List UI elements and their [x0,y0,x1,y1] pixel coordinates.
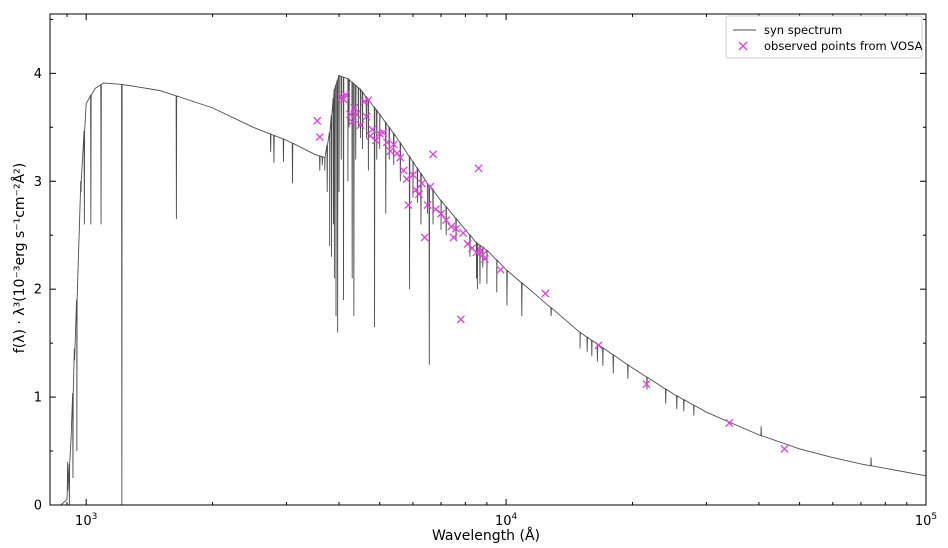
observed-point [382,138,391,147]
y-tick-label: 0 [34,499,42,514]
observed-point [436,209,446,218]
observed-point [480,254,489,264]
observed-point [496,265,505,274]
observed-point [451,224,461,233]
observed-point [431,205,440,214]
plot-frame [49,13,927,506]
observed-point [642,380,651,389]
observed-point [356,121,365,130]
y-tick-label: 3 [34,175,42,190]
legend-label-observed: observed points from VOSA [764,39,923,53]
legend-label-spectrum: syn spectrum [764,23,842,37]
observed-point [420,233,429,242]
y-tick-label: 2 [34,283,42,298]
observed-point [725,418,734,428]
observed-point [364,96,373,105]
observed-point [594,341,603,350]
spectrum-layer [60,74,927,506]
observed-point [414,190,423,199]
observed-point [478,250,487,259]
observed-point [366,131,375,141]
observed-point [399,166,408,175]
observed-point [345,110,355,119]
observed-point [348,117,357,126]
observed-point [456,315,465,324]
observed-point [447,222,456,231]
observed-point [313,116,322,125]
observed-point [379,128,388,137]
observed-point [393,149,402,158]
observed-point [315,132,324,142]
observed-point [371,136,381,145]
observed-point [402,175,411,184]
legend: syn spectrum observed points from VOSA [725,15,923,59]
axes-layer [49,13,927,506]
observed-point [449,233,458,242]
observed-point [426,182,435,191]
observed-point [404,200,413,210]
observed-point [429,150,438,159]
observed-point [339,95,348,104]
observed-point [541,289,550,298]
observed-point [411,185,421,194]
observed-point [780,444,789,453]
observed-point [476,246,485,255]
observed-point [423,200,432,210]
observed-points-layer [313,90,789,453]
observed-point [396,153,405,162]
y-tick-label: 1 [34,391,42,406]
observed-point [442,216,451,225]
observed-point [417,179,426,188]
observed-point [386,146,395,156]
observed-point [368,125,377,134]
observed-point [389,140,398,149]
x-axis-title: Wavelength (Å) [432,527,540,544]
observed-point [472,248,481,257]
observed-point [362,112,371,121]
observed-point [474,164,483,173]
observed-point [350,103,359,112]
legend-box [725,15,923,59]
observed-point [352,110,361,119]
observed-point [341,90,350,99]
legend-marker-swatch [738,41,748,51]
spectrum-line [60,74,927,506]
y-axis-title: f(λ) · λ³(10⁻³erg s⁻¹cm⁻²Å²) [11,163,28,353]
y-tick-label: 4 [34,67,42,82]
observed-point [408,170,417,179]
observed-point [459,229,468,238]
